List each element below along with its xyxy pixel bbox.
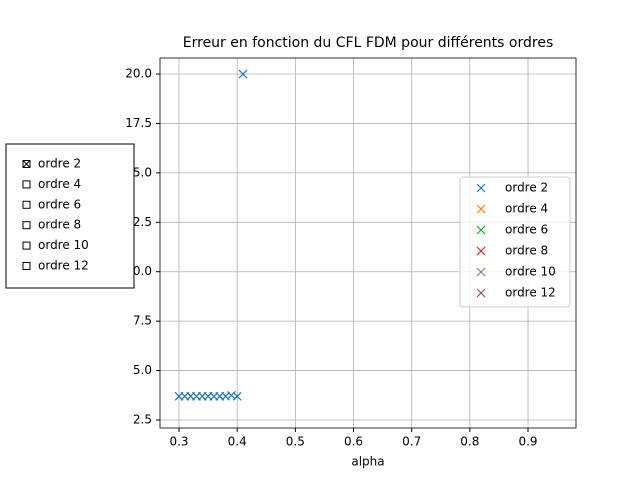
checkbox-square[interactable] [22,262,31,270]
checkbox[interactable]: ordre 12 [22,259,89,273]
y-tick-label: 17.5 [125,116,152,130]
legend-marker [476,183,486,193]
checkbox-label[interactable]: ordre 6 [38,197,81,211]
legend-label: ordre 2 [505,181,548,195]
checkbox[interactable]: ordre 2 [22,157,81,171]
checkbox-check[interactable] [22,160,31,168]
legend-label: ordre 8 [505,244,548,258]
plot-frame [159,57,577,429]
marker [232,391,242,401]
checkbox-label[interactable]: ordre 12 [38,259,89,273]
x-tick-label: 0.3 [169,435,188,449]
checkbox-label[interactable]: ordre 8 [38,218,81,232]
x-tick-label: 0.8 [460,435,479,449]
x-tick-label: 0.6 [344,435,363,449]
legend-marker [476,246,486,256]
legend-label: ordre 12 [505,286,556,300]
chart-title: Erreur en fonction du CFL FDM pour diffé… [183,35,553,51]
checkbox-label[interactable]: ordre 4 [38,177,81,191]
checkbox[interactable]: ordre 8 [22,218,81,232]
legend-marker [476,267,486,277]
x-tick-label: 0.5 [286,435,305,449]
legend-marker [476,225,486,235]
x-tick-label: 0.9 [518,435,537,449]
checkbox[interactable]: ordre 4 [22,177,81,191]
y-tick-label: 2.5 [133,412,152,426]
checkbox[interactable]: ordre 10 [22,238,89,252]
checkbox-square[interactable] [22,200,31,209]
checkbox-square[interactable] [22,241,31,250]
y-tick-label: 20.0 [125,67,152,81]
legend-label: ordre 10 [505,265,556,279]
legend-label: ordre 4 [505,202,548,216]
legend-box [459,176,571,308]
legend-label: ordre 6 [505,223,548,237]
x-tick-label: 0.7 [402,435,421,449]
legend-marker [476,204,486,214]
checkbox-square[interactable] [22,221,31,230]
checkbox-square[interactable] [22,180,31,189]
y-tick-label: 7.5 [133,314,152,328]
checkbox-label[interactable]: ordre 2 [38,157,81,171]
checkbox-label[interactable]: ordre 10 [38,238,89,252]
x-axis-label: alpha [351,455,384,469]
marker [238,69,248,79]
checkbox[interactable]: ordre 6 [22,197,81,211]
x-tick-label: 0.4 [228,435,247,449]
y-tick-label: 5.0 [133,363,152,377]
legend-marker [476,288,486,298]
